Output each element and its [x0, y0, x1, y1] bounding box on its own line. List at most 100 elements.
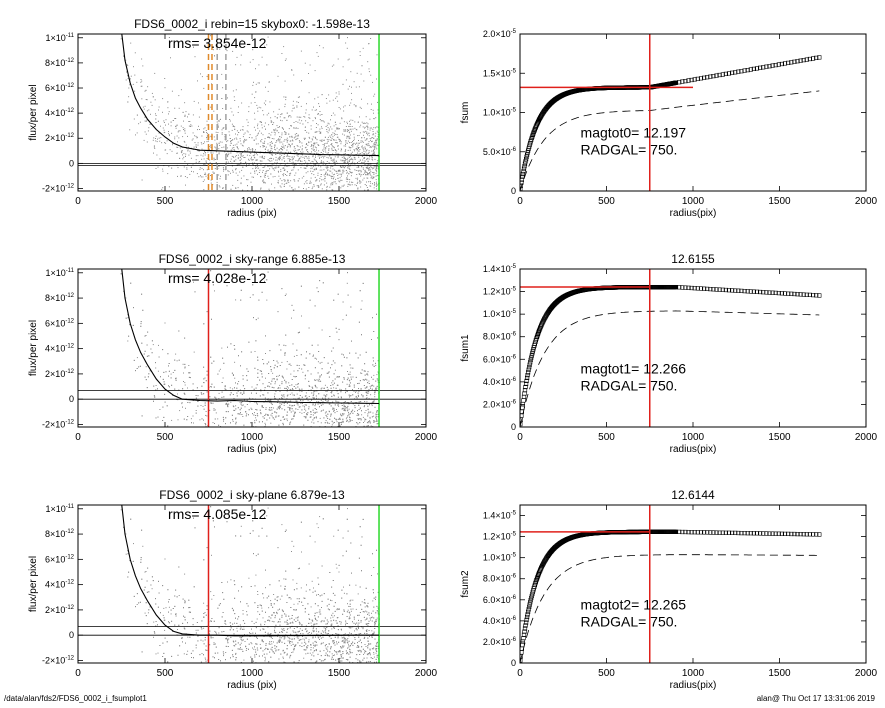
scatter-point: [373, 177, 375, 179]
scatter-point: [367, 409, 369, 411]
scatter-point: [272, 176, 274, 178]
scatter-point: [228, 152, 230, 154]
scatter-point: [141, 80, 143, 82]
scatter-point: [367, 165, 369, 167]
scatter-point: [376, 416, 377, 418]
scatter-point: [298, 429, 299, 430]
scatter-point: [221, 133, 223, 135]
scatter-point: [328, 400, 329, 402]
scatter-point: [291, 156, 293, 158]
scatter-point: [266, 197, 267, 198]
scatter-point: [224, 136, 226, 138]
scatter-point: [256, 153, 257, 155]
scatter-point: [235, 168, 237, 170]
scatter-point: [340, 179, 342, 181]
scatter-point: [376, 229, 377, 230]
scatter-point: [372, 220, 373, 221]
scatter-point: [292, 156, 294, 158]
scatter-point: [376, 183, 377, 185]
scatter-point: [367, 134, 369, 136]
scatter-point: [209, 409, 211, 411]
scatter-point: [298, 454, 299, 455]
scatter-point: [341, 117, 343, 119]
scatter-point: [310, 431, 311, 432]
scatter-point: [292, 140, 294, 142]
scatter-point: [367, 189, 369, 191]
scatter-point: [204, 154, 206, 156]
scatter-point: [352, 432, 353, 433]
scatter-point: [368, 132, 370, 134]
scatter-point: [366, 187, 368, 188]
scatter-point: [306, 446, 307, 447]
scatter-point: [343, 156, 345, 158]
scatter-point: [197, 150, 199, 152]
scatter-point: [297, 121, 299, 123]
scatter-point: [206, 134, 208, 136]
scatter-point: [364, 139, 366, 141]
scatter-point: [373, 187, 375, 189]
scatter-point: [295, 408, 297, 410]
scatter-point: [181, 197, 182, 198]
scatter-point: [157, 138, 158, 140]
scatter-point: [270, 149, 272, 151]
scatter-point: [311, 138, 313, 140]
scatter-point: [352, 119, 354, 121]
scatter-point: [259, 82, 260, 84]
scatter-point: [362, 153, 364, 155]
scatter-point: [229, 134, 231, 136]
scatter-point: [163, 381, 165, 383]
scatter-point: [376, 414, 378, 416]
scatter-point: [311, 144, 313, 146]
scatter-point: [304, 138, 306, 140]
scatter-point: [194, 142, 196, 144]
scatter-point: [377, 135, 379, 137]
scatter-point: [367, 438, 368, 439]
scatter-point: [219, 144, 221, 146]
scatter-point: [357, 150, 359, 152]
scatter-point: [306, 197, 307, 198]
scatter-point: [297, 137, 299, 139]
scatter-point: [316, 142, 318, 144]
scatter-point: [283, 185, 285, 187]
scatter-point: [237, 470, 238, 471]
scatter-point: [155, 115, 157, 116]
scatter-point: [363, 425, 365, 427]
scatter-point: [349, 395, 351, 397]
scatter-point: [339, 388, 341, 390]
scatter-point: [214, 146, 216, 148]
scatter-point: [368, 181, 370, 183]
scatter-point: [313, 143, 315, 145]
scatter-point: [237, 157, 239, 159]
scatter-point: [254, 367, 256, 369]
scatter-point: [170, 373, 172, 375]
scatter-point: [270, 414, 272, 416]
scatter-point: [349, 134, 351, 136]
scatter-point: [324, 397, 326, 399]
scatter-point: [199, 161, 201, 162]
scatter-point: [289, 136, 291, 138]
fsum-point: [754, 66, 760, 71]
y-tick-label-mantissa: 1×10: [45, 33, 65, 43]
scatter-point: [261, 160, 263, 162]
scatter-point: [333, 132, 335, 134]
scatter-point: [303, 116, 305, 117]
scatter-point: [274, 393, 276, 395]
scatter-point: [375, 172, 377, 174]
scatter-point: [319, 177, 321, 179]
scatter-point: [366, 401, 368, 403]
scatter-point: [293, 149, 295, 151]
scatter-point: [336, 128, 338, 130]
scatter-point: [308, 187, 310, 188]
scatter-point: [312, 435, 313, 436]
scatter-point: [323, 144, 325, 146]
scatter-point: [350, 142, 352, 143]
scatter-point: [260, 163, 262, 165]
scatter-point: [298, 186, 300, 188]
scatter-point: [369, 421, 371, 423]
scatter-point: [232, 442, 233, 443]
scatter-point: [297, 386, 299, 388]
scatter-point: [329, 403, 331, 405]
scatter-point: [241, 144, 243, 146]
scatter-point: [376, 434, 377, 435]
scatter-point: [299, 390, 301, 392]
